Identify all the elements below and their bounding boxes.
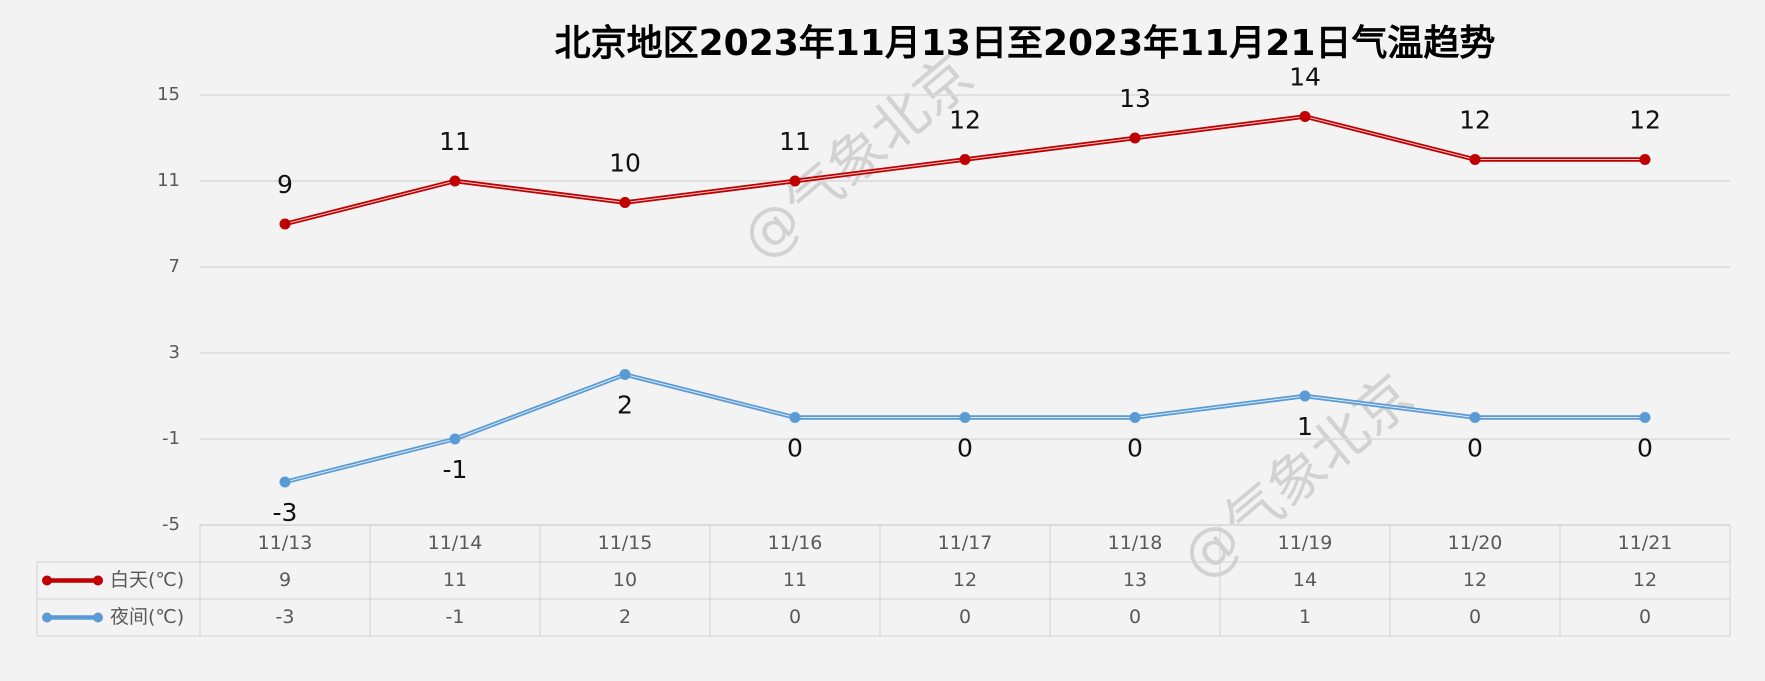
point xyxy=(1469,412,1481,423)
table-value: 0 xyxy=(1639,606,1651,628)
legend-label: 夜间(℃) xyxy=(110,606,184,628)
y-tick-label: 11 xyxy=(157,170,180,191)
table-value: 0 xyxy=(1129,606,1141,628)
table-value: 12 xyxy=(953,569,977,591)
point xyxy=(279,218,291,230)
x-tick-label: 11/20 xyxy=(1448,532,1503,554)
point xyxy=(279,476,291,488)
chart-title: 北京地区2023年11月13日至2023年11月21日气温趋势 xyxy=(555,22,1496,64)
point xyxy=(1299,111,1311,122)
x-tick-label: 11/16 xyxy=(768,532,823,554)
table-value: 9 xyxy=(279,569,291,591)
data-label: 9 xyxy=(277,170,293,199)
data-label: 10 xyxy=(609,149,641,178)
point xyxy=(1129,132,1141,144)
data-label: 12 xyxy=(1459,106,1491,135)
legend-marker xyxy=(93,575,103,586)
point xyxy=(789,175,801,187)
series-line xyxy=(284,372,1645,485)
watermark: @气象北京 xyxy=(730,43,986,273)
point xyxy=(789,412,801,423)
data-label: 12 xyxy=(1629,106,1661,135)
point xyxy=(1639,154,1651,165)
table-value: -3 xyxy=(276,606,295,628)
legend-marker xyxy=(42,612,52,623)
y-tick-label: 3 xyxy=(169,342,180,363)
table-value: -1 xyxy=(446,606,465,628)
y-tick-label: -1 xyxy=(162,428,180,449)
data-label: 1 xyxy=(1297,412,1313,441)
data-label: -3 xyxy=(273,498,298,527)
legend-marker xyxy=(42,575,52,586)
data-label: 0 xyxy=(1467,434,1483,463)
table-value: 12 xyxy=(1633,569,1657,591)
table-value: 2 xyxy=(619,606,631,628)
table-value: 0 xyxy=(959,606,971,628)
point xyxy=(959,412,971,423)
x-tick-label: 11/21 xyxy=(1618,532,1673,554)
table-value: 0 xyxy=(789,606,801,628)
table-value: 11 xyxy=(783,569,807,591)
x-tick-label: 11/13 xyxy=(258,532,313,554)
y-tick-label: 15 xyxy=(157,84,180,105)
table-value: 0 xyxy=(1469,606,1481,628)
table-value: 12 xyxy=(1463,569,1487,591)
data-label: 0 xyxy=(1637,434,1653,463)
point xyxy=(619,369,631,380)
point xyxy=(449,175,461,187)
legend-marker xyxy=(93,612,103,623)
x-tick-label: 11/19 xyxy=(1278,532,1333,554)
data-label: 14 xyxy=(1289,63,1321,92)
data-label: -1 xyxy=(443,455,468,484)
y-tick-label: -5 xyxy=(162,514,180,535)
point xyxy=(1129,412,1141,423)
data-label: 11 xyxy=(439,127,471,156)
data-label: 13 xyxy=(1119,84,1151,113)
data-label: 0 xyxy=(957,434,973,463)
point xyxy=(959,154,971,165)
point xyxy=(1469,154,1481,165)
x-tick-label: 11/15 xyxy=(598,532,653,554)
point xyxy=(619,197,631,208)
data-label: 12 xyxy=(949,106,981,135)
data-label: 11 xyxy=(779,127,811,156)
legend-label: 白天(℃) xyxy=(110,569,184,591)
x-tick-label: 11/14 xyxy=(428,532,483,554)
table-value: 1 xyxy=(1299,606,1311,628)
table-value: 11 xyxy=(443,569,467,591)
table-value: 10 xyxy=(613,569,637,591)
y-tick-label: 7 xyxy=(169,256,180,277)
x-tick-label: 11/18 xyxy=(1108,532,1163,554)
table-value: 13 xyxy=(1123,569,1147,591)
point xyxy=(449,433,461,445)
data-label: 0 xyxy=(787,434,803,463)
data-label: 0 xyxy=(1127,434,1143,463)
x-tick-label: 11/17 xyxy=(938,532,993,554)
data-label: 2 xyxy=(617,391,633,420)
table-value: 14 xyxy=(1293,569,1317,591)
point xyxy=(1639,412,1651,423)
point xyxy=(1299,390,1311,402)
